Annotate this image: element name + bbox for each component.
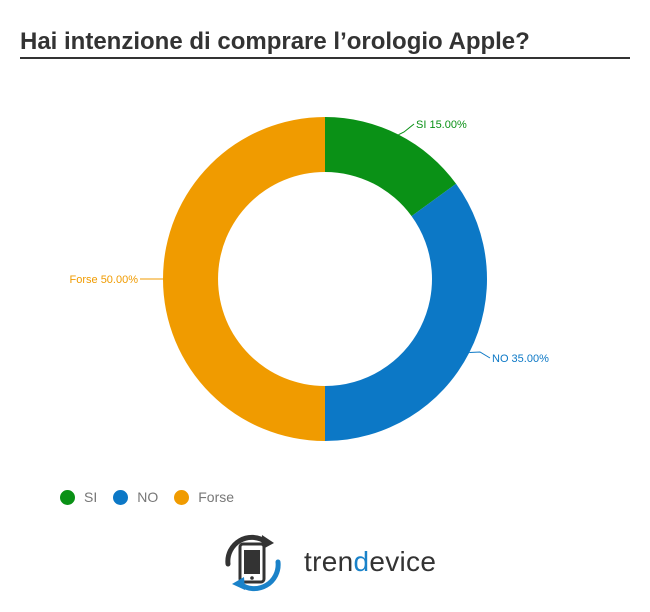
legend-label-no: NO bbox=[137, 489, 159, 505]
legend-swatch-forse bbox=[174, 489, 190, 505]
donut-slice-forse[interactable] bbox=[163, 117, 325, 441]
legend-label-forse: Forse bbox=[198, 489, 235, 505]
legend-item-si[interactable]: SI bbox=[60, 489, 97, 505]
chart-legend: SI NO Forse bbox=[60, 489, 250, 505]
legend-item-forse[interactable]: Forse bbox=[174, 489, 234, 505]
chart-title: Hai intenzione di comprare l’orologio Ap… bbox=[20, 28, 530, 55]
legend-swatch-no bbox=[113, 489, 129, 505]
leader-line-no bbox=[469, 351, 491, 359]
data-label-si: SI 15.00% bbox=[416, 119, 467, 131]
legend-swatch-si bbox=[60, 489, 75, 505]
donut-slices bbox=[163, 117, 487, 441]
trendevice-logo: trendevice bbox=[222, 532, 436, 592]
donut-slice-si[interactable] bbox=[325, 117, 457, 217]
phone-refresh-icon bbox=[225, 534, 281, 592]
logo-text-suffix: evice bbox=[369, 546, 437, 577]
logo-text-prefix: tren bbox=[304, 546, 354, 577]
logo-text-accent: d bbox=[353, 546, 370, 577]
data-label-forse: Forse 50.00% bbox=[70, 274, 139, 286]
leader-line-si bbox=[398, 123, 415, 136]
data-labels: SI 15.00% NO 35.00% Forse 50.00% bbox=[70, 119, 550, 365]
logo-wordmark: trendevice bbox=[304, 546, 436, 578]
legend-label-si: SI bbox=[84, 489, 98, 505]
title-underline bbox=[20, 57, 630, 59]
leader-lines bbox=[140, 123, 491, 359]
donut-slice-no[interactable] bbox=[325, 183, 487, 441]
data-label-no: NO 35.00% bbox=[492, 353, 549, 365]
legend-item-no[interactable]: NO bbox=[113, 489, 158, 505]
